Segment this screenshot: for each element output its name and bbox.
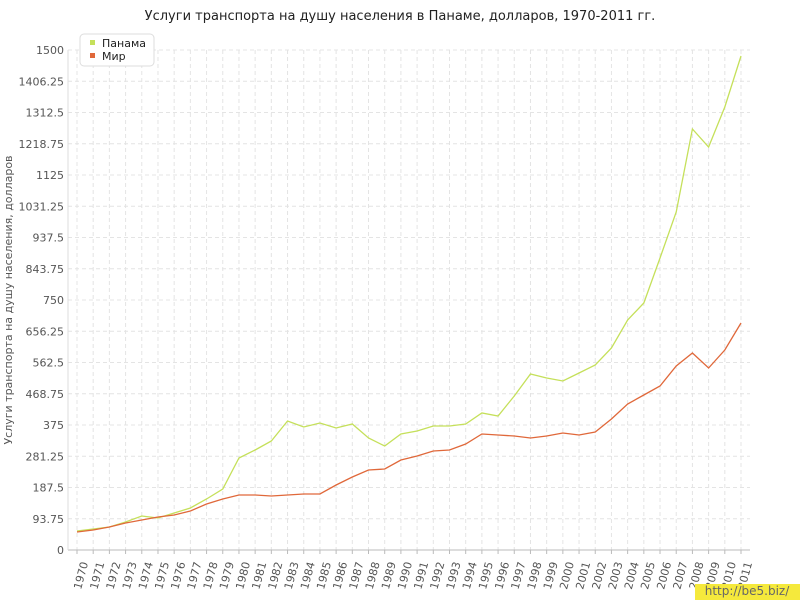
y-tick-label: 93.75 [33, 513, 65, 526]
legend-swatch [90, 53, 95, 58]
y-tick-label: 375 [43, 419, 64, 432]
y-tick-label: 562.5 [33, 357, 65, 370]
y-tick-label: 1406.25 [19, 75, 65, 88]
y-tick-label: 468.75 [26, 388, 65, 401]
y-tick-label: 843.75 [26, 263, 65, 276]
y-tick-label: 187.5 [33, 482, 65, 495]
y-tick-label: 281.25 [26, 450, 65, 463]
y-tick-label: 1500 [36, 44, 64, 57]
legend-swatch [90, 40, 95, 45]
watermark: http://be5.biz/ [705, 584, 790, 598]
y-tick-label: 1312.5 [26, 107, 65, 120]
y-tick-label: 0 [57, 544, 64, 557]
y-tick-label: 1218.75 [19, 138, 65, 151]
y-tick-label: 1031.25 [19, 200, 65, 213]
y-tick-label: 656.25 [26, 325, 65, 338]
y-tick-label: 937.5 [33, 232, 65, 245]
plot-area [68, 50, 750, 550]
legend-label: Панама [102, 37, 146, 50]
y-tick-label: 1125 [36, 169, 64, 182]
legend-box [79, 33, 155, 67]
watermark-bg [695, 584, 800, 600]
chart-title: Услуги транспорта на душу населения в Па… [145, 9, 656, 24]
y-axis-label: Услуги транспорта на душу населения, дол… [2, 155, 15, 444]
legend-label: Мир [102, 50, 126, 63]
y-tick-label: 750 [43, 294, 64, 307]
series-line [76, 322, 742, 533]
series-line [76, 55, 742, 532]
grid: 0 93.75 187.5 281.25 375 468.75 562.5 656.25 750… [19, 44, 756, 591]
